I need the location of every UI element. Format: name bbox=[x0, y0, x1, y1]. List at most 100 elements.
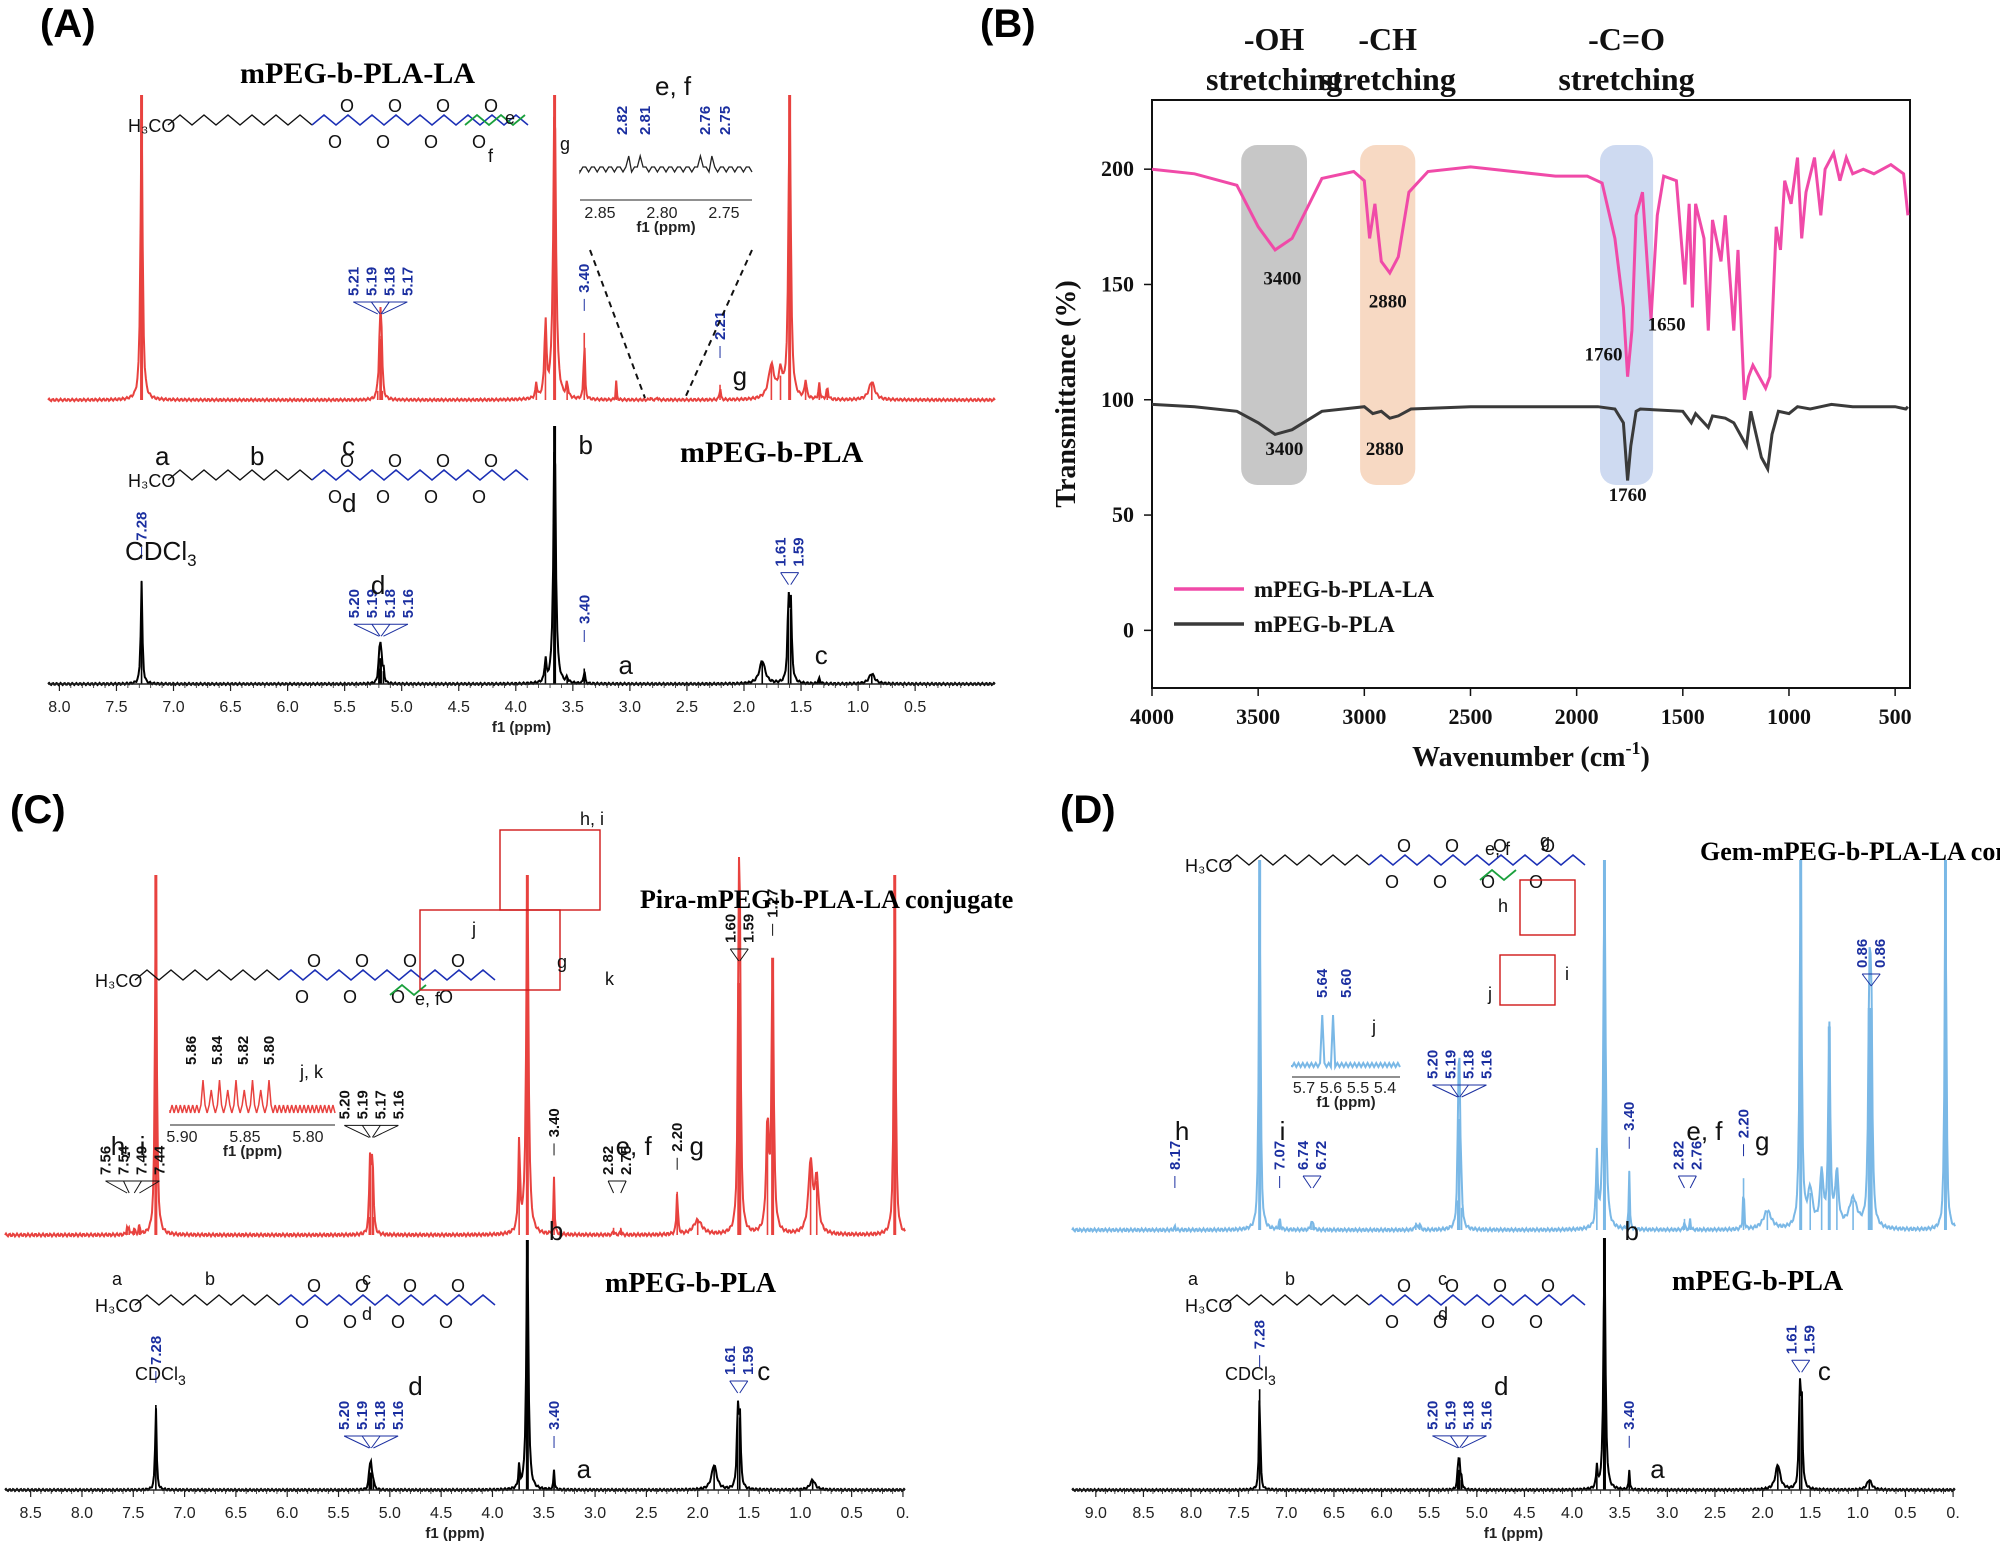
panel-d-bottom-structure-o: O bbox=[1481, 1312, 1495, 1332]
panel-b-band-title-line2: stretching bbox=[1558, 61, 1694, 97]
panel-c-bottom-structure-letter: a bbox=[112, 1269, 123, 1289]
panel-d-x-tick-label: 6.0 bbox=[1370, 1505, 1392, 1522]
panel-d-x-tick-label: 3.0 bbox=[1656, 1505, 1678, 1522]
panel-d-top-peak-letter: g bbox=[1755, 1126, 1769, 1156]
panel-c-x-tick-label: 2.5 bbox=[635, 1505, 657, 1522]
panel-c-top-ppm-label: 7.56 bbox=[98, 1146, 115, 1175]
panel-c-top-ppm-label: 1.27 bbox=[765, 889, 782, 918]
panel-c-x-tick-label: 7.0 bbox=[173, 1505, 195, 1522]
panel-a-bottom-peak-letter: a bbox=[618, 650, 633, 680]
panel-d-bottom-structure-letter: c bbox=[1438, 1269, 1447, 1289]
panel-a-bottom-ppm-label: 5.20 bbox=[346, 589, 363, 618]
panel-c-top-structure-letter: g bbox=[557, 952, 567, 972]
panel-b-x-tick-label: 2000 bbox=[1555, 704, 1599, 729]
panel-a-bottom-structure-peg bbox=[167, 469, 313, 481]
panel-b-series-mpeg-b-pla-la bbox=[1151, 148, 1910, 401]
panel-c-bottom-title: mPEG-b-PLA bbox=[605, 1268, 777, 1299]
panel-c-top-ppm-label: 2.75 bbox=[618, 1146, 635, 1175]
panel-c-top-structure-o: O bbox=[307, 951, 321, 971]
panel-c-bottom-structure-o: O bbox=[355, 1276, 369, 1296]
panel-c-top-ppm-leader bbox=[729, 948, 740, 962]
panel-a-x-tick-label: 7.5 bbox=[105, 699, 127, 716]
panel-a-top-structure-o: O bbox=[388, 96, 402, 116]
panel-d-top-structure-o: O bbox=[1529, 872, 1543, 892]
panel-d-bottom-ppm-label: 1.59 bbox=[1802, 1325, 1819, 1354]
panel-b-band-2 bbox=[1600, 145, 1654, 485]
panel-a-bottom-structure-letter: b bbox=[250, 441, 264, 471]
panel-c-top-ppm-label: 3.40 bbox=[546, 1108, 563, 1137]
panel-d-inset-tick: 5.4 bbox=[1374, 1080, 1396, 1097]
panel-d-bottom-structure-start: H₃CO bbox=[1185, 1296, 1232, 1316]
panel-b-band-title-line2: stretching bbox=[1320, 61, 1456, 97]
panel-a-bottom-structure-start: H₃CO bbox=[128, 471, 175, 491]
panel-c-bottom-ppm-label: 7.28 bbox=[148, 1336, 165, 1365]
panel-a-bottom-structure-o: O bbox=[424, 487, 438, 507]
panel-d-top-ppm-leader bbox=[1861, 973, 1872, 987]
panel-b-x-tick-label: 2500 bbox=[1448, 704, 1492, 729]
panel-d-top-ppm-label: 5.20 bbox=[1424, 1050, 1441, 1079]
panel-c-bottom-ppm-leader bbox=[361, 1435, 371, 1449]
panel-a-x-tick-label: 1.5 bbox=[790, 699, 812, 716]
panel-c-top-ppm-label: 7.54 bbox=[116, 1145, 133, 1175]
panel-c-top-title: Pira-mPEG-b-PLA-LA conjugate bbox=[640, 885, 1013, 914]
panel-d-bottom-ppm-leader bbox=[1450, 1435, 1460, 1449]
panel-a-bottom-peak-letter: d bbox=[371, 570, 385, 600]
panel-c-x-tick-label: 3.5 bbox=[533, 1505, 555, 1522]
panel-d-top-peak-letter: i bbox=[1280, 1116, 1286, 1146]
panel-a-bottom-structure-pla bbox=[311, 469, 529, 481]
panel-b: (B) -OH stretching -CH stretching -C=O stretc… bbox=[980, 0, 2000, 780]
panel-a-top-ppm-leader bbox=[353, 301, 378, 315]
panel-c-bottom-ppm-label: 5.16 bbox=[390, 1401, 407, 1430]
panel-c-top-ppm-label: 1.60 bbox=[722, 914, 739, 943]
panel-c-x-tick-label: 3.0 bbox=[584, 1505, 606, 1522]
panel-c-x-tick-label: 1.5 bbox=[738, 1505, 760, 1522]
panel-c-top-ppm-label: 1.59 bbox=[740, 914, 757, 943]
panel-d-bottom-ppm-label: 5.16 bbox=[1478, 1401, 1495, 1430]
panel-a-bottom-structure-letter: d bbox=[342, 488, 356, 518]
panel-a-bottom-structure-o: O bbox=[484, 451, 498, 471]
panel-c-x-tick-label: 4.5 bbox=[430, 1505, 452, 1522]
panel-d: (D) 8.17 7.07 6.74 6.72 5.20 5.19 5.18 5.16 3.40… bbox=[1000, 780, 2000, 1563]
panel-d-bottom-structure-o: O bbox=[1541, 1276, 1555, 1296]
panel-a-inset-connector-left bbox=[589, 249, 646, 399]
panel-b-annotation: 2880 bbox=[1366, 439, 1404, 460]
panel-a-bottom-ppm-leader bbox=[371, 623, 381, 637]
panel-a-top-structure-o: O bbox=[424, 132, 438, 152]
panel-a-top-ppm-leader bbox=[370, 301, 381, 315]
panel-c-solvent-label: CDCl3 bbox=[135, 1364, 186, 1388]
panel-a-x-tick-label: 6.0 bbox=[276, 699, 298, 716]
panel-a-x-tick-label: 4.5 bbox=[448, 699, 470, 716]
panel-a-bottom-ppm-label: 5.18 bbox=[382, 589, 399, 618]
panel-d-top-structure-start: H₃CO bbox=[1185, 856, 1232, 876]
panel-d-bottom-ppm-leader bbox=[1791, 1359, 1801, 1373]
panel-d-top-peak-letter: h bbox=[1175, 1116, 1189, 1146]
panel-c-bottom-ppm-label: 3.40 bbox=[546, 1401, 563, 1430]
panel-a-inset-ppm-label: 2.75 bbox=[717, 106, 734, 135]
panel-c-top-ppm-leader bbox=[607, 1180, 615, 1194]
panel-d-x-tick-label: 2.5 bbox=[1704, 1505, 1726, 1522]
panel-c-inset-tick: 5.85 bbox=[229, 1129, 260, 1146]
panel-c-bottom-structure-pla bbox=[278, 1294, 496, 1306]
panel-d-bottom-structure-o: O bbox=[1397, 1276, 1411, 1296]
panel-c-top-peak-letter: e, f bbox=[616, 1131, 653, 1161]
panel-c-top-peak-letter: g bbox=[689, 1131, 703, 1161]
panel-d-bottom-structure-o: O bbox=[1493, 1276, 1507, 1296]
panel-d-label: (D) bbox=[1060, 788, 1116, 832]
panel-c-top-ppm-label: 2.20 bbox=[669, 1123, 686, 1152]
panel-a-top-structure-o: O bbox=[484, 96, 498, 116]
panel-d-bottom-ppm-label: 5.19 bbox=[1442, 1401, 1459, 1430]
panel-d-top-structure-letter: h bbox=[1498, 896, 1508, 916]
panel-d-x-tick-label: 8.0 bbox=[1180, 1505, 1202, 1522]
panel-a-top-structure-peg bbox=[167, 114, 313, 126]
panel-c-top-ppm-leader bbox=[620, 1180, 627, 1194]
panel-d-bottom-ppm-label: 1.61 bbox=[1784, 1325, 1801, 1354]
panel-c-x-tick-label: 8.5 bbox=[20, 1505, 42, 1522]
panel-b-y-axis-label: Transmittance (%) bbox=[1051, 280, 1082, 507]
panel-b-ftir-chart: -OH stretching -CH stretching -C=O stretching… bbox=[1051, 21, 1912, 773]
panel-c-bottom-peak-letter: d bbox=[408, 1371, 422, 1401]
panel-d-bottom-structure-pla bbox=[1368, 1294, 1586, 1306]
panel-c-x-tick-label: 0.5 bbox=[841, 1505, 863, 1522]
panel-a-top-ppm-label: 2.21 bbox=[712, 311, 729, 340]
panel-d-bottom-structure-o: O bbox=[1529, 1312, 1543, 1332]
